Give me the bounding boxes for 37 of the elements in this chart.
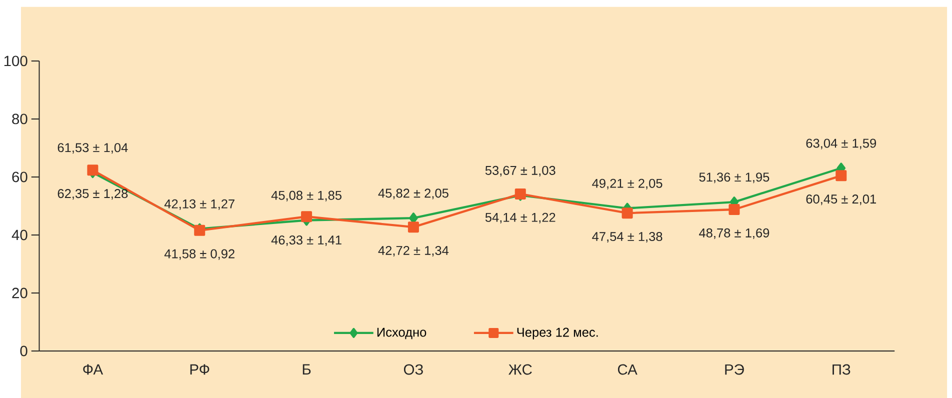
x-tick-label: СА bbox=[618, 364, 638, 375]
data-label: 45,82 ± 2,05 bbox=[378, 188, 448, 200]
data-label: 51,36 ± 1,95 bbox=[699, 172, 770, 184]
x-tick-label: ОЗ bbox=[404, 364, 423, 375]
data-label: 60,45 ± 2,01 bbox=[806, 194, 876, 206]
point bbox=[728, 204, 740, 215]
y-tick-label: 40 bbox=[12, 230, 28, 240]
x-tick-label: Б bbox=[302, 364, 311, 374]
x-tick-label: ПЗ bbox=[832, 364, 850, 375]
y-tick-label: 0 bbox=[20, 346, 28, 356]
x-tick-label: РФ bbox=[190, 364, 210, 374]
data-label: 42,72 ± 1,34 bbox=[378, 246, 449, 256]
y-tick-label: 100 bbox=[4, 56, 28, 66]
data-label: 41,58 ± 0,92 bbox=[164, 249, 234, 260]
data-label: 53,67 ± 1,03 bbox=[485, 166, 556, 176]
legend-label: Через 12 мес. bbox=[517, 328, 598, 340]
data-label: 63,04 ± 1,59 bbox=[806, 138, 876, 150]
point bbox=[301, 211, 312, 222]
data-label: 48,78 ± 1,69 bbox=[699, 228, 770, 239]
x-tick-label: РЭ bbox=[725, 364, 744, 375]
data-label: 42,13 ± 1,27 bbox=[164, 199, 234, 210]
x-tick-label: ФА bbox=[83, 364, 104, 374]
y-tick-label: 80 bbox=[12, 114, 28, 124]
data-label: 49,21 ± 2,05 bbox=[592, 178, 662, 190]
point bbox=[408, 221, 419, 233]
data-label: 61,53 ± 1,04 bbox=[58, 143, 128, 154]
y-tick-label: 60 bbox=[12, 172, 28, 182]
point bbox=[836, 170, 847, 182]
y-tick-label: 20 bbox=[12, 288, 28, 298]
legend-label: Исходно bbox=[377, 328, 426, 340]
x-tick-label: ЖС bbox=[508, 364, 532, 375]
data-label: 54,14 ± 1,22 bbox=[485, 212, 556, 224]
data-label: 47,54 ± 1,38 bbox=[592, 232, 662, 242]
point bbox=[622, 208, 633, 219]
data-label: 46,33 ± 1,41 bbox=[271, 235, 342, 246]
data-label: 62,35 ± 1,28 bbox=[58, 188, 128, 200]
data-label: 45,08 ± 1,85 bbox=[271, 190, 342, 202]
